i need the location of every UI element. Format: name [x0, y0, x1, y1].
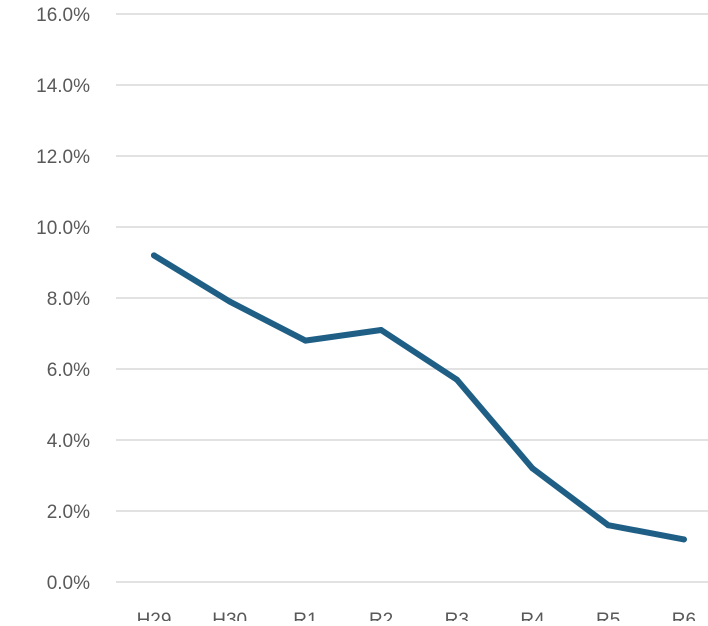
data-point	[605, 522, 612, 529]
data-point	[378, 326, 385, 333]
x-tick-label: R3	[445, 610, 469, 621]
series-line	[151, 252, 687, 543]
data-point	[151, 252, 157, 259]
data-point	[453, 376, 460, 383]
x-tick-label: R2	[369, 610, 393, 621]
x-tick-label: H29	[137, 610, 172, 621]
y-tick-label: 2.0%	[47, 502, 90, 523]
y-tick-label: 12.0%	[36, 147, 90, 168]
x-tick-label: R6	[672, 610, 696, 621]
series-layer	[151, 252, 687, 543]
y-tick-label: 14.0%	[36, 76, 90, 97]
y-axis-tick-labels: 0.0% 2.0% 4.0% 6.0% 8.0% 10.0% 12.0% 14.0% 16.0%	[36, 5, 90, 594]
x-tick-label: R1	[293, 610, 317, 621]
data-point	[680, 536, 687, 543]
data-point	[529, 465, 536, 472]
y-tick-label: 16.0%	[36, 5, 90, 26]
data-point	[226, 298, 233, 305]
x-tick-label: R5	[596, 610, 620, 621]
y-tick-label: 10.0%	[36, 218, 90, 239]
x-tick-label: R4	[520, 610, 545, 621]
x-axis-tick-labels: H29 H30 R1 R2 R3 R4 R5 R6	[137, 610, 696, 626]
y-tick-label: 8.0%	[47, 289, 90, 310]
y-tick-label: 4.0%	[47, 431, 90, 452]
data-point	[302, 337, 309, 344]
x-tick-label: H30	[212, 610, 247, 621]
y-tick-label: 0.0%	[47, 573, 90, 594]
y-tick-label: 6.0%	[47, 360, 90, 381]
gridlines	[116, 13, 708, 583]
